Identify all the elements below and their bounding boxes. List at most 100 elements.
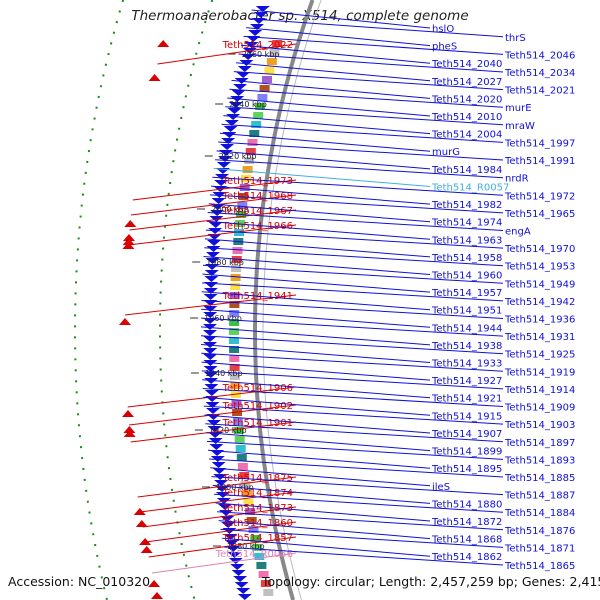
right-label-leader [212, 176, 504, 196]
reverse-gene-arrow [223, 534, 238, 540]
cog-block [254, 553, 265, 560]
cog-block [236, 454, 247, 461]
cog-block [240, 481, 251, 488]
cog-block [256, 562, 267, 569]
forward-gene-arrow [124, 220, 137, 227]
right-gene-label: Teth514_1915 [431, 411, 502, 422]
right-label-leader [209, 458, 504, 478]
reverse-gene-arrow [209, 216, 224, 222]
right-label-leader [251, 9, 431, 29]
forward-gene-arrow [133, 508, 146, 515]
right-gene-label: Teth514_1914 [504, 385, 575, 396]
right-gene-label: ileS [432, 482, 450, 493]
right-gene-label: pheS [432, 42, 457, 53]
right-gene-label: Teth514_1951 [431, 306, 502, 317]
right-gene-label: Teth514_1963 [431, 235, 502, 246]
reverse-gene-arrow [207, 426, 222, 432]
cog-block [231, 400, 242, 407]
right-gene-label: Teth514_2046 [504, 50, 575, 61]
right-gene-label: Teth514_2027 [431, 77, 502, 88]
reverse-gene-arrow [210, 456, 225, 462]
forward-gene-arrow [139, 538, 152, 545]
cog-block [262, 76, 272, 83]
right-label-leader [202, 264, 504, 284]
left-gene-label: Teth514_1906 [222, 383, 293, 394]
reverse-gene-arrow [203, 306, 218, 312]
right-gene-label: Teth514_1953 [504, 262, 575, 273]
reverse-gene-arrow [236, 588, 251, 594]
left-label-leader [129, 404, 297, 426]
cog-block [247, 139, 258, 146]
right-gene-label: Teth514_1876 [504, 526, 575, 537]
right-label-leader [211, 476, 504, 496]
gc-skew-track [74, 0, 125, 600]
cog-block [229, 355, 240, 362]
forward-gene-arrow [123, 426, 136, 433]
right-gene-label: Teth514_1991 [504, 156, 575, 167]
right-gene-label: Teth514_1921 [431, 394, 502, 405]
right-gene-label: Teth514_1884 [504, 508, 575, 519]
right-gene-label: Teth514_1982 [431, 200, 502, 211]
right-gene-label: Teth514_1880 [431, 499, 502, 510]
left-gene-label: Teth514_R0056 [215, 549, 293, 560]
right-label-leader [220, 528, 504, 548]
right-label-leader [215, 502, 431, 522]
reverse-gene-arrow [203, 312, 218, 318]
right-gene-label: Teth514_R0057 [431, 183, 509, 194]
right-gene-label: Teth514_1933 [431, 359, 502, 370]
right-gene-label: Teth514_1893 [504, 455, 575, 466]
right-gene-label: murG [432, 147, 460, 158]
reverse-gene-arrow [214, 480, 229, 486]
right-gene-label: Teth514_2004 [431, 130, 502, 141]
reverse-gene-arrow [206, 252, 220, 258]
cog-block [239, 184, 250, 191]
reverse-gene-arrow [203, 366, 218, 372]
cog-block [229, 319, 240, 326]
reverse-gene-arrow [241, 54, 256, 60]
kbp-tick-label: 1880 kbp [227, 542, 265, 551]
right-label-leader [201, 352, 504, 372]
reverse-gene-arrow [221, 138, 236, 144]
left-label-leader [148, 536, 297, 558]
kbp-tick-label: 1980 kbp [206, 258, 244, 267]
gc-content-track [159, 0, 214, 600]
right-gene-label: Teth514_1865 [504, 561, 575, 572]
left-gene-label: Teth514_1902 [222, 401, 293, 412]
reverse-gene-arrow [216, 162, 231, 168]
cog-block [231, 265, 242, 272]
right-gene-label: Teth514_1868 [431, 535, 502, 546]
reverse-gene-arrow [255, 6, 270, 12]
right-gene-label: Teth514_1931 [504, 332, 575, 343]
reverse-gene-arrow [227, 108, 242, 114]
left-gene-label: Teth514_1874 [222, 488, 293, 499]
right-gene-label: Teth514_1907 [431, 429, 502, 440]
right-label-leader [203, 256, 431, 275]
left-label-leader [132, 179, 297, 201]
right-label-leader [201, 291, 431, 311]
left-label-leader [140, 491, 297, 513]
map-title: Thermoanaerobacter sp. X514, complete ge… [131, 8, 469, 24]
right-gene-label: Teth514_1957 [431, 288, 502, 299]
right-gene-label: Teth514_1974 [431, 218, 502, 229]
reverse-gene-arrow [203, 294, 218, 300]
reverse-gene-arrow [228, 102, 243, 108]
reverse-gene-arrow [207, 420, 221, 426]
reverse-gene-arrow [239, 60, 254, 66]
cog-block [255, 103, 266, 110]
right-label-leader [202, 282, 504, 302]
right-gene-label: Teth514_1970 [504, 244, 575, 255]
reverse-gene-arrow [215, 486, 229, 492]
cog-block [230, 382, 241, 389]
cog-block [245, 148, 256, 155]
cog-block [242, 166, 253, 173]
reverse-gene-arrow [205, 258, 220, 264]
cog-block [253, 112, 264, 119]
reverse-gene-arrow [204, 270, 219, 276]
reverse-gene-arrow [230, 564, 245, 570]
right-gene-label: thrS [505, 33, 526, 44]
right-label-leader [207, 212, 504, 231]
left-label-leader [152, 552, 297, 574]
right-gene-label: Teth514_2010 [431, 112, 502, 123]
right-label-leader [248, 18, 504, 38]
